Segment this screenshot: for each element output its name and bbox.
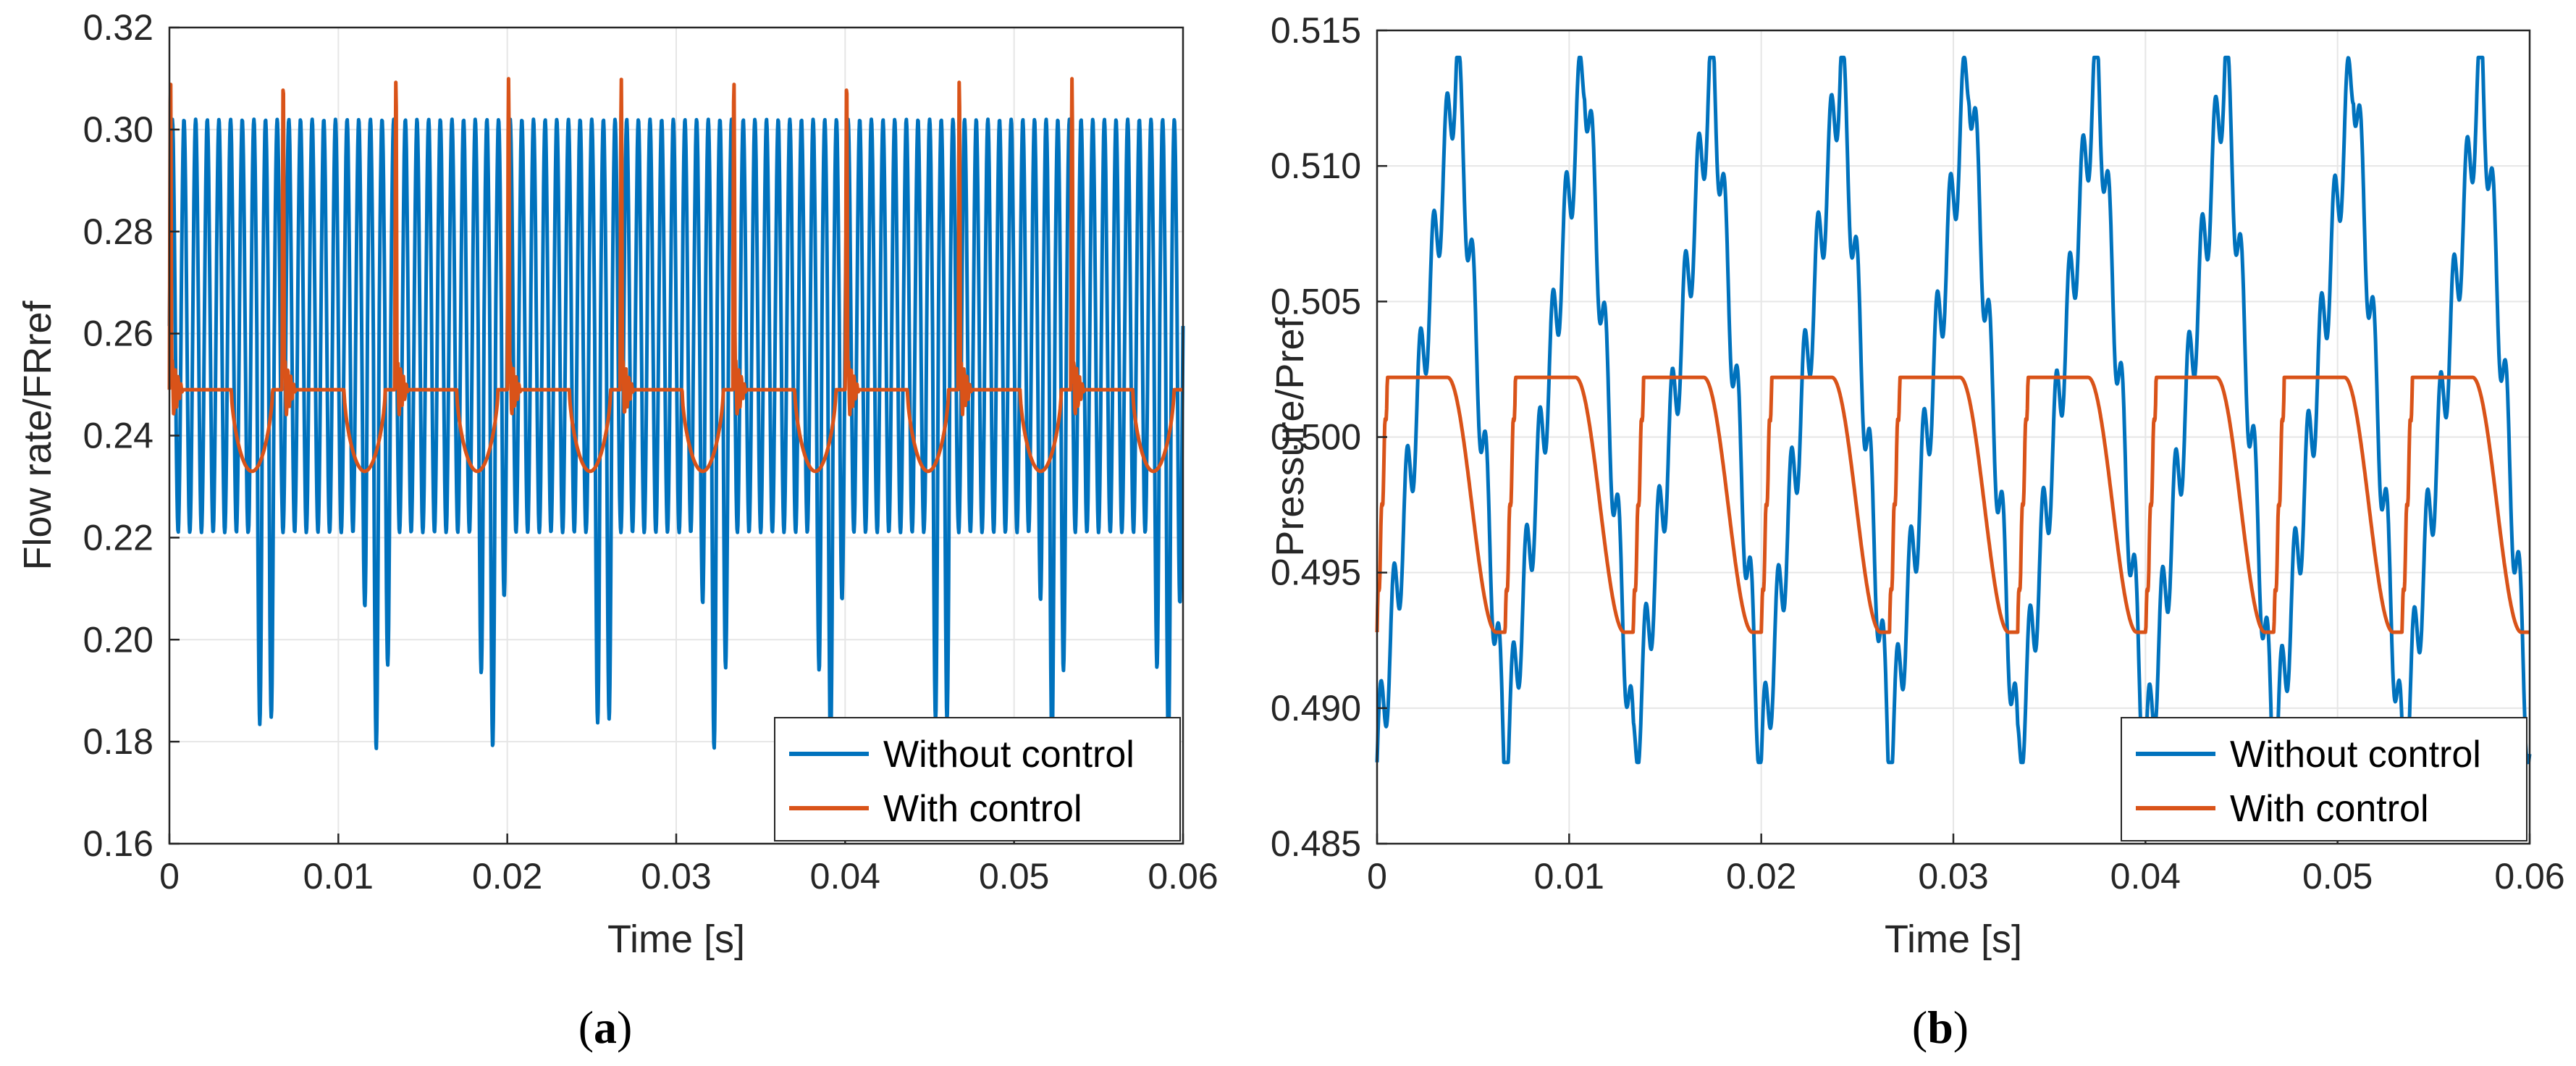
y-axis-label-a: Flow rate/FRref xyxy=(16,300,59,570)
x-tick-label-4: 0.04 xyxy=(2110,856,2181,897)
x-tick-label-6: 0.06 xyxy=(1148,856,1218,897)
x-tick-label-2: 0.02 xyxy=(472,856,542,897)
legend-b: Without control With control xyxy=(2121,717,2527,842)
y-tick-label-4: 0.505 xyxy=(1271,281,1361,322)
y-tick-label-2: 0.495 xyxy=(1271,553,1361,593)
x-axis-label-b: Time [s] xyxy=(1885,918,2022,961)
legend-label-without-control-b: Without control xyxy=(2230,734,2481,776)
legend-box-a xyxy=(774,717,1181,842)
legend-label-with-control-a: With control xyxy=(883,788,1082,830)
chart-panel-a: 0 0.01 0.02 0.03 0.04 0.05 0.06 0.160.180.200.… xyxy=(16,7,1218,1053)
y-tick-label-5: 0.26 xyxy=(83,314,153,354)
legend-box-b xyxy=(2121,717,2527,842)
x-tick-label-3: 0.03 xyxy=(1918,856,1988,897)
y-tick-label-6: 0.515 xyxy=(1271,10,1361,51)
series-line-with-control xyxy=(167,77,1184,474)
y-tick-label-1: 0.18 xyxy=(83,721,153,762)
y-tick-label-3: 0.500 xyxy=(1271,417,1361,458)
y-tick-label-6: 0.28 xyxy=(83,211,153,252)
x-ticks-a: 0 0.01 0.02 0.03 0.04 0.05 0.06 xyxy=(159,834,1218,897)
y-ticks-b: 0.485 0.490 0.495 0.500 0.505 0.510 0.515 xyxy=(1271,10,1387,864)
y-tick-label-8: 0.32 xyxy=(83,7,153,48)
x-tick-label-5: 0.05 xyxy=(2302,856,2373,897)
series-line-without-control xyxy=(167,117,1185,750)
x-ticks-b: 0 0.01 0.02 0.03 0.04 0.05 0.06 xyxy=(1367,834,2565,897)
y-axis-label-b: Pressure/Pref xyxy=(1268,316,1312,556)
y-ticks-a: 0.16 0.18 0.20 0.22 0.24 0.26 0.28 0.30 0.32 xyxy=(83,7,180,864)
y-tick-label-0: 0.485 xyxy=(1271,823,1361,864)
x-tick-label-0: 0 xyxy=(159,856,180,897)
x-tick-label-5: 0.05 xyxy=(979,856,1049,897)
caption-a: (a) xyxy=(578,1002,633,1053)
y-tick-label-2: 0.20 xyxy=(83,619,153,660)
series-group-a xyxy=(167,77,1185,750)
x-tick-label-0: 0 xyxy=(1367,856,1387,897)
legend-a: Without control With control xyxy=(774,717,1181,842)
x-axis-label-a: Time [s] xyxy=(607,918,745,961)
series-line-without-control xyxy=(1375,55,2532,765)
y-tick-label-4: 0.24 xyxy=(83,416,153,456)
chart-panel-b: 0 0.01 0.02 0.03 0.04 0.05 0.06 0.485 0.490 0.49… xyxy=(1268,10,2565,1053)
y-tick-label-0: 0.16 xyxy=(83,823,153,864)
caption-b: (b) xyxy=(1912,1002,1969,1053)
x-tick-label-4: 0.04 xyxy=(810,856,880,897)
x-tick-label-1: 0.01 xyxy=(1534,856,1604,897)
legend-label-with-control-b: With control xyxy=(2230,788,2429,830)
series-line-with-control xyxy=(1375,375,2531,634)
y-tick-label-3: 0.22 xyxy=(83,517,153,558)
y-tick-label-7: 0.30 xyxy=(83,109,153,150)
x-tick-label-1: 0.01 xyxy=(303,856,374,897)
y-tick-label-1: 0.490 xyxy=(1271,688,1361,729)
legend-label-without-control-a: Without control xyxy=(883,734,1135,776)
series-group-b xyxy=(1375,55,2532,765)
x-tick-label-2: 0.02 xyxy=(1726,856,1796,897)
x-tick-label-3: 0.03 xyxy=(641,856,711,897)
x-tick-label-6: 0.06 xyxy=(2494,856,2564,897)
y-tick-label-5: 0.510 xyxy=(1271,146,1361,186)
